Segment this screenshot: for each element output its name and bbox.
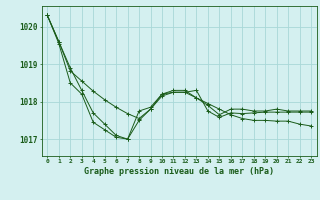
X-axis label: Graphe pression niveau de la mer (hPa): Graphe pression niveau de la mer (hPa): [84, 167, 274, 176]
